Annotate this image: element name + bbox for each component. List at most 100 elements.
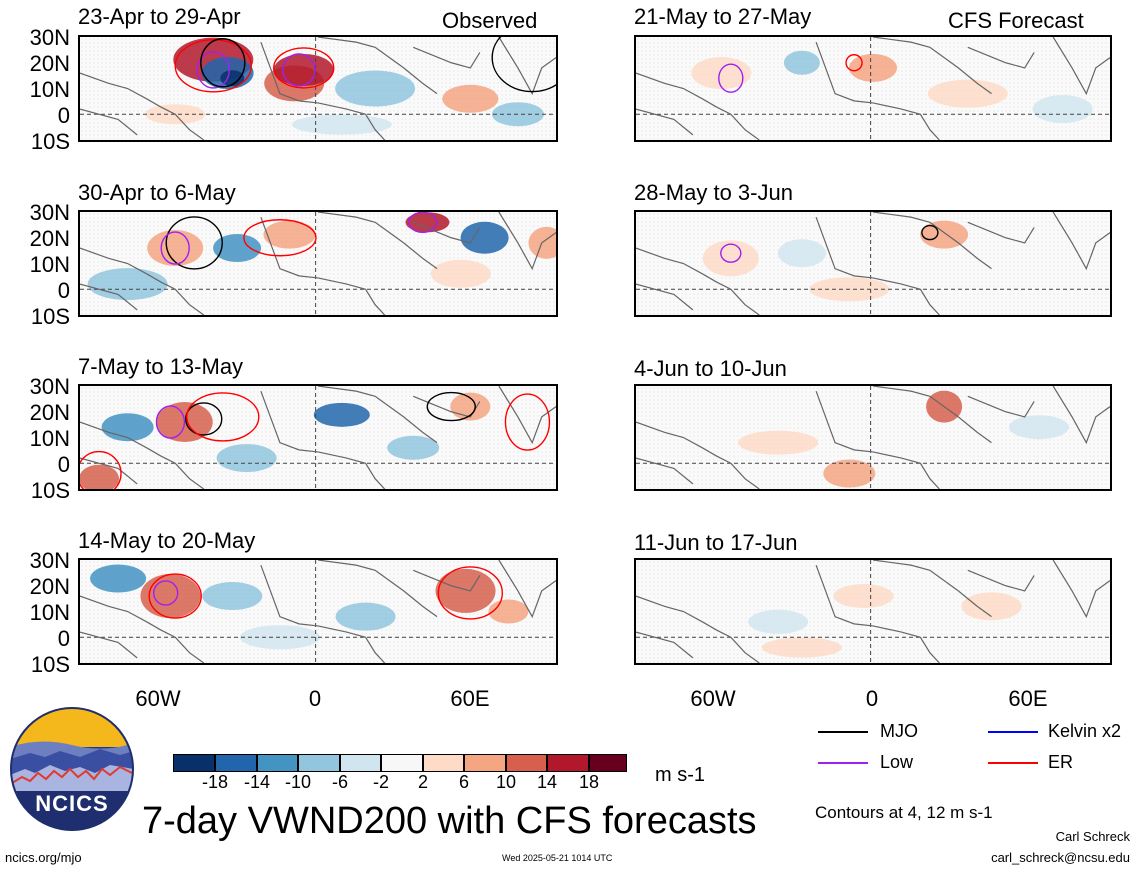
- anomaly-shade: [80, 464, 120, 489]
- anomaly-shade: [783, 50, 820, 75]
- lat-label: 0: [57, 103, 70, 128]
- coastline: [967, 221, 1035, 244]
- map-forecast-3: [634, 384, 1112, 491]
- legend-label-kelvin: Kelvin x2: [1048, 721, 1122, 741]
- map-field: [636, 386, 1110, 489]
- coastline: [80, 283, 138, 311]
- coastline: [636, 72, 760, 140]
- anomaly-shade: [833, 584, 894, 609]
- colorbar-swatch: [173, 754, 215, 772]
- lon-label: 60W: [690, 686, 736, 711]
- lon-label: 60E: [1008, 686, 1048, 711]
- anomaly-shade: [335, 602, 396, 631]
- coastline: [80, 247, 205, 315]
- panel-title: 28-May to 3-Jun: [634, 180, 793, 205]
- lat-label: 20N: [29, 226, 70, 251]
- map-field: [80, 37, 556, 140]
- colorbar-swatch: [381, 754, 423, 772]
- wave-contour: [200, 38, 246, 88]
- lat-label: 10S: [30, 304, 70, 329]
- coastline: [636, 595, 760, 663]
- legend-line-low: [818, 762, 868, 764]
- colorbar-label: 18: [578, 772, 600, 792]
- coastline: [80, 421, 205, 489]
- anomaly-shade: [335, 70, 416, 107]
- logo-text: NCICS: [35, 791, 109, 816]
- panel-title: 4-Jun to 10-Jun: [634, 356, 787, 381]
- coastline: [412, 46, 481, 69]
- anomaly-shade: [273, 53, 334, 86]
- anomaly-shade: [220, 70, 245, 87]
- map-field: [80, 386, 556, 489]
- panel-title: 7-May to 13-May: [78, 354, 244, 379]
- coastline: [815, 390, 940, 489]
- colorbar-label: -6: [331, 772, 348, 792]
- anomaly-shade: [313, 402, 370, 427]
- coastline: [872, 37, 992, 95]
- coastline: [498, 560, 556, 619]
- colorbar-swatch: [464, 754, 506, 772]
- coastline: [260, 41, 386, 140]
- anomaly-shade: [430, 259, 491, 288]
- lat-label: 10N: [29, 77, 70, 102]
- anomaly-shade: [442, 84, 499, 113]
- coastline: [1052, 560, 1110, 619]
- anomaly-shade: [702, 240, 759, 277]
- footer-email[interactable]: carl_schreck@ncsu.edu: [991, 850, 1130, 865]
- wave-contour: [273, 47, 335, 89]
- lat-label: 30N: [29, 374, 70, 399]
- anomaly-shade: [777, 239, 826, 268]
- coastline: [80, 457, 138, 485]
- anomaly-shade: [488, 599, 529, 624]
- panel-title: 11-Jun to 17-Jun: [634, 530, 798, 555]
- colorbar-label: -2: [372, 772, 389, 792]
- anomaly-shade: [90, 564, 147, 593]
- panel-title: 14-May to 20-May: [78, 528, 256, 553]
- ncics-logo: NCICS: [10, 707, 134, 831]
- anomaly-shade: [202, 582, 263, 611]
- wave-contour: [437, 566, 504, 620]
- legend-label-mjo: MJO: [880, 721, 918, 741]
- wave-contour: [845, 54, 863, 72]
- colorbar-swatch: [257, 754, 298, 772]
- lat-label: 10N: [29, 252, 70, 277]
- footer-timestamp: Wed 2025-05-21 1014 UTC: [502, 853, 613, 863]
- lat-label: 10S: [30, 478, 70, 503]
- lat-label: 0: [57, 626, 70, 651]
- anomaly-shade: [263, 220, 316, 249]
- coastline: [872, 212, 992, 270]
- map-field: [80, 560, 556, 663]
- coastline: [872, 386, 992, 444]
- lon-label: 0: [308, 686, 322, 711]
- coastline: [260, 564, 386, 663]
- anomaly-shade: [823, 459, 876, 488]
- legend-line-kelvin: [988, 731, 1038, 733]
- anomaly-shade: [213, 234, 262, 263]
- wave-contour: [160, 231, 190, 265]
- coastline: [636, 283, 694, 311]
- colorbar-label: -14: [243, 772, 270, 792]
- wave-contour: [152, 580, 179, 606]
- anomaly-shade: [761, 637, 842, 658]
- coastline: [1052, 386, 1110, 445]
- wave-contour: [921, 224, 939, 241]
- lat-label: 20N: [29, 574, 70, 599]
- wave-contour: [282, 53, 316, 87]
- anomaly-shade: [748, 609, 809, 634]
- anomaly-shade: [216, 444, 277, 473]
- map-observed-1: [78, 35, 558, 142]
- wave-contour: [185, 402, 223, 436]
- colorbar-swatch: [340, 754, 381, 772]
- colorbar-swatch: [215, 754, 257, 772]
- colorbar-label: -18: [201, 772, 228, 792]
- coastline: [636, 247, 760, 315]
- anomaly-shade: [435, 568, 496, 613]
- lat-label: 30N: [29, 200, 70, 225]
- map-field: [80, 212, 556, 315]
- wave-contour: [408, 212, 438, 233]
- wave-contour: [186, 392, 260, 442]
- anomaly-shade: [1032, 95, 1093, 124]
- coastline: [80, 72, 205, 140]
- lat-label: 0: [57, 278, 70, 303]
- footer-url[interactable]: ncics.org/mjo: [5, 850, 82, 865]
